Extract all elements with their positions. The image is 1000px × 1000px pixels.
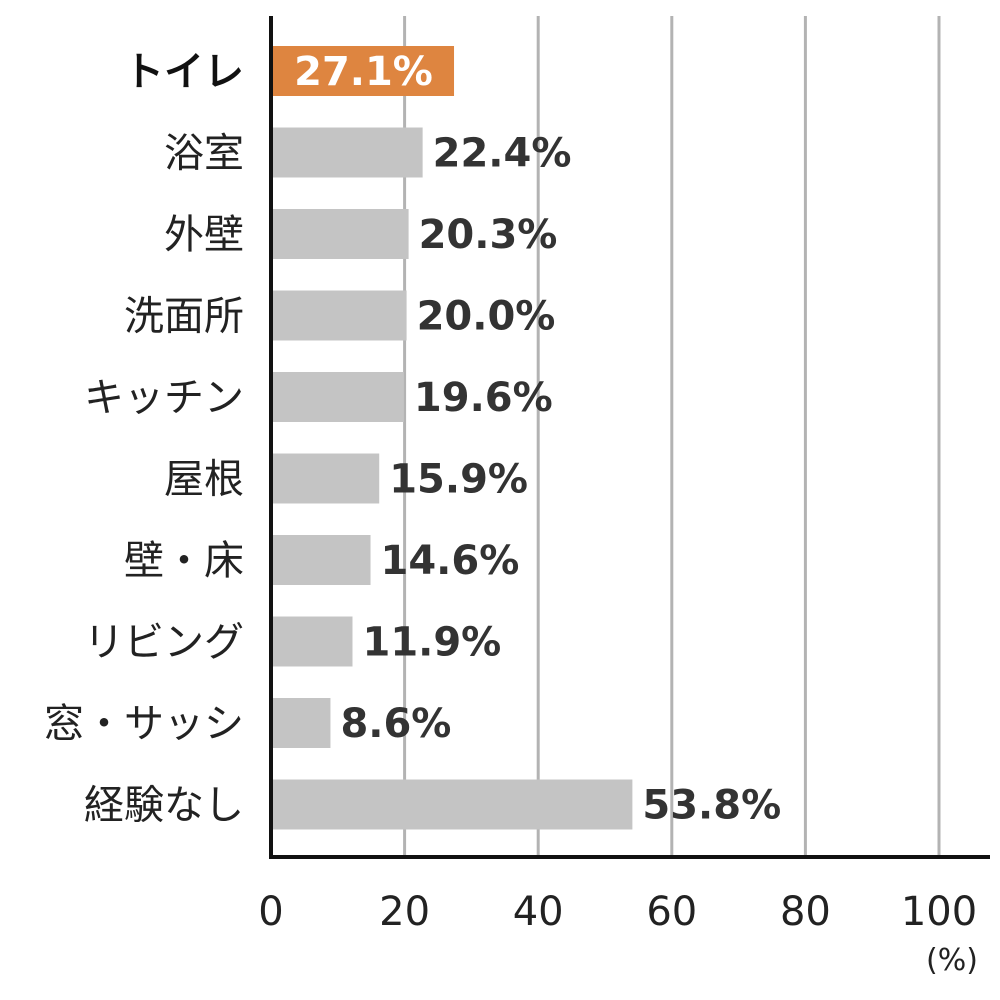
category-label: 経験なし — [84, 783, 244, 829]
bars — [273, 46, 633, 830]
x-tick-label: 40 — [513, 889, 564, 935]
bar — [273, 698, 331, 748]
value-label: 53.8% — [642, 783, 781, 829]
value-label: 19.6% — [414, 375, 553, 421]
value-label: 27.1% — [294, 49, 433, 95]
bar — [273, 535, 371, 585]
bar — [273, 372, 404, 422]
x-tick-label: 0 — [258, 889, 283, 935]
category-label: リビング — [84, 620, 244, 666]
value-label: 22.4% — [433, 131, 572, 177]
category-label: 壁・床 — [124, 538, 244, 584]
value-label: 11.9% — [362, 620, 501, 666]
category-label: 屋根 — [164, 457, 244, 503]
x-tick-label: 80 — [780, 889, 831, 935]
category-label: 外壁 — [164, 212, 244, 258]
grid-lines — [403, 16, 941, 857]
value-label: 15.9% — [389, 457, 528, 503]
bar — [273, 779, 633, 830]
value-label: 20.0% — [417, 294, 556, 340]
category-label: 浴室 — [164, 131, 244, 177]
bar — [273, 453, 380, 504]
x-tick-label: 60 — [646, 889, 697, 935]
value-label: 20.3% — [419, 212, 558, 258]
x-tick-label: 20 — [379, 889, 430, 935]
axes — [269, 16, 990, 859]
value-label: 8.6% — [340, 701, 451, 747]
value-label: 14.6% — [381, 538, 520, 584]
category-label: 洗面所 — [124, 294, 244, 340]
bar — [273, 46, 455, 96]
category-label: 窓・サッシ — [44, 701, 244, 747]
bar — [273, 616, 353, 667]
x-unit-label: (%) — [926, 943, 978, 978]
x-tick-label: 100 — [901, 889, 977, 935]
category-label: トイレ — [124, 49, 244, 95]
bar — [273, 209, 409, 259]
labels: 0 20 40 60 80 100 トイレ 27.1% 浴室 22.4% 外壁 20.3% 洗面所 20.… — [44, 49, 977, 935]
bar — [273, 290, 407, 341]
bar — [273, 127, 423, 178]
category-label: キッチン — [84, 375, 244, 421]
